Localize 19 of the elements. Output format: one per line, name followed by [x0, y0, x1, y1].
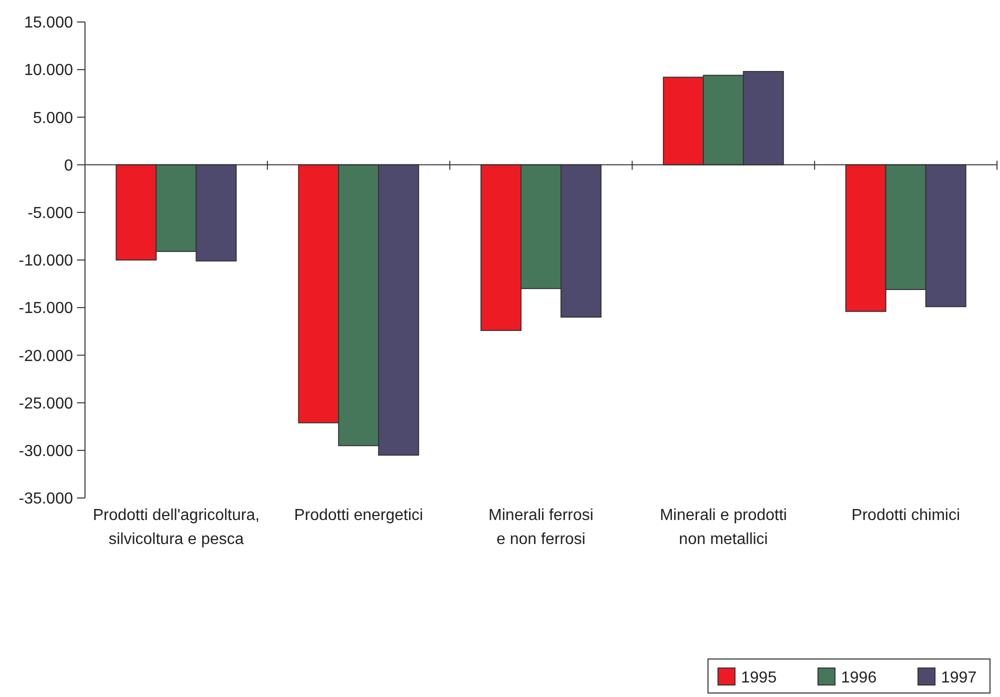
y-tick-label: -20.000 [18, 348, 74, 365]
legend-label: 1996 [841, 670, 877, 687]
legend-label: 1995 [741, 670, 777, 687]
x-tick-label: Minerali ferrosi e non ferrosi [488, 507, 594, 548]
x-tick-label: Prodotti dell'agricoltura, silvicoltura e pesca [92, 507, 260, 548]
y-tick-label: -10.000 [18, 252, 74, 270]
y-tick-label: 15.000 [24, 14, 74, 32]
y-tick-label: -35.000 [18, 490, 74, 508]
y-tick-label: -30.000 [18, 443, 74, 460]
y-tick-label: 0 [64, 157, 74, 174]
y-tick-label: 5.000 [32, 110, 74, 127]
legend-label: 1997 [941, 670, 977, 687]
y-tick-label: -15.000 [18, 300, 74, 318]
y-tick-label: 10.000 [24, 62, 74, 80]
x-tick-label: Prodotti energetici [294, 507, 424, 524]
x-tick-label: Minerali e prodotti non metallici [660, 507, 787, 548]
x-tick-label: Prodotti chimici [852, 507, 960, 524]
y-tick-label: -25.000 [18, 395, 74, 412]
y-tick-label: -5.000 [28, 205, 74, 222]
